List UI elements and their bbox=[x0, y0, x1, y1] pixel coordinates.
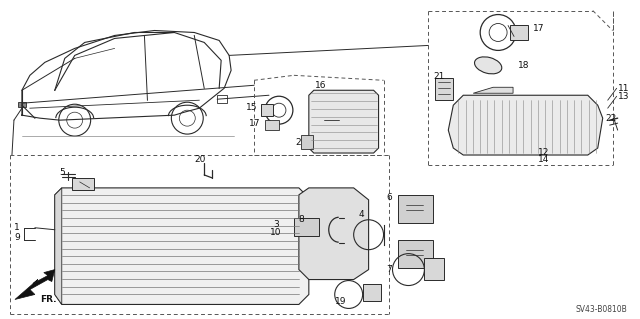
Text: 14: 14 bbox=[538, 155, 549, 165]
Text: 12: 12 bbox=[538, 147, 549, 157]
Polygon shape bbox=[299, 188, 369, 279]
Text: 13: 13 bbox=[618, 92, 629, 101]
Bar bbox=[424, 258, 444, 279]
Bar bbox=[399, 195, 433, 223]
Bar bbox=[261, 104, 273, 116]
Text: 22: 22 bbox=[605, 114, 617, 123]
Text: 3: 3 bbox=[273, 220, 278, 229]
Text: 4: 4 bbox=[358, 210, 364, 219]
Bar bbox=[363, 284, 381, 301]
Bar bbox=[217, 95, 227, 103]
Bar bbox=[399, 240, 433, 268]
Text: 5: 5 bbox=[60, 168, 65, 177]
Text: 2: 2 bbox=[295, 137, 301, 146]
Text: 15: 15 bbox=[246, 103, 257, 112]
Polygon shape bbox=[309, 90, 379, 153]
Polygon shape bbox=[448, 95, 603, 155]
Text: 10: 10 bbox=[270, 228, 282, 237]
Bar bbox=[301, 135, 313, 149]
Text: 16: 16 bbox=[315, 81, 326, 90]
Text: 9: 9 bbox=[14, 233, 20, 242]
Polygon shape bbox=[473, 87, 513, 93]
Text: 11: 11 bbox=[618, 84, 629, 93]
Text: 21: 21 bbox=[433, 72, 445, 81]
Text: FR.: FR. bbox=[40, 295, 56, 304]
Bar bbox=[18, 102, 26, 107]
Bar bbox=[435, 78, 453, 100]
Bar bbox=[265, 120, 279, 130]
Text: 7: 7 bbox=[387, 265, 392, 274]
Text: 6: 6 bbox=[387, 193, 392, 202]
Bar bbox=[72, 178, 93, 190]
Bar bbox=[294, 218, 319, 236]
Text: 17: 17 bbox=[249, 119, 260, 128]
Text: SV43-B0810B: SV43-B0810B bbox=[576, 305, 628, 314]
Text: 20: 20 bbox=[195, 155, 205, 165]
Text: 8: 8 bbox=[299, 215, 305, 224]
Ellipse shape bbox=[474, 57, 502, 74]
Polygon shape bbox=[55, 188, 309, 304]
Polygon shape bbox=[15, 270, 55, 300]
Text: 1: 1 bbox=[14, 223, 20, 232]
Bar bbox=[510, 25, 528, 41]
Text: 19: 19 bbox=[335, 297, 346, 306]
Polygon shape bbox=[55, 188, 62, 304]
Text: 17: 17 bbox=[533, 24, 545, 33]
Text: 18: 18 bbox=[518, 61, 529, 70]
